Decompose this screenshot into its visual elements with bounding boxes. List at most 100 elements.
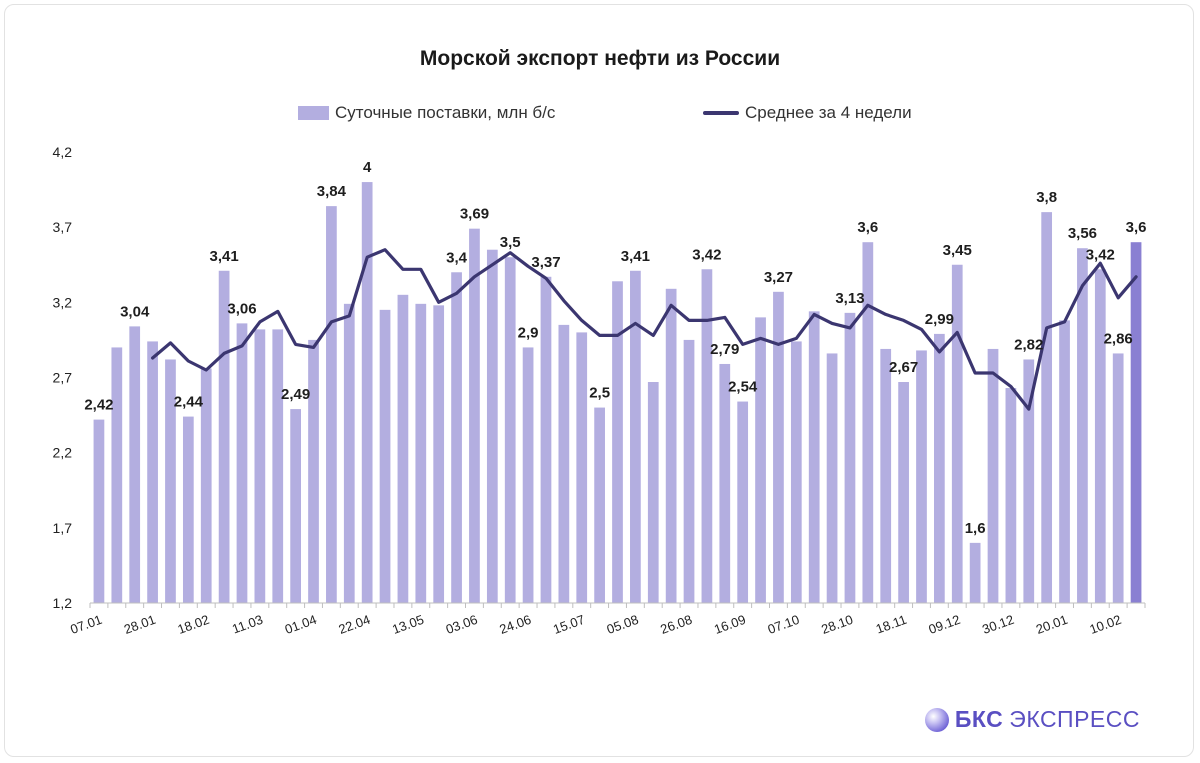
bar (630, 270, 641, 603)
bar (379, 309, 391, 603)
bar (236, 323, 248, 603)
bar (969, 542, 981, 603)
x-tick-label: 03.06 (444, 612, 480, 637)
x-tick-label: 18.02 (176, 612, 212, 637)
x-tick-label: 07.01 (68, 612, 104, 637)
x-tick-label: 15.07 (551, 612, 587, 637)
data-label: 4 (363, 159, 372, 176)
bar (200, 368, 212, 603)
x-tick-label: 22.04 (336, 612, 372, 637)
x-tick-label: 13.05 (390, 612, 426, 637)
data-label: 2,54 (728, 379, 758, 396)
data-label: 2,44 (174, 394, 204, 411)
bar (433, 305, 445, 603)
data-label: 2,82 (1014, 336, 1043, 353)
y-tick-label: 3,7 (53, 219, 73, 235)
data-label: 3,27 (764, 269, 793, 286)
legend-label-bars: Суточные поставки, млн б/с (335, 103, 556, 122)
x-tick-label: 24.06 (497, 612, 533, 637)
data-label: 3,41 (210, 248, 239, 265)
bar (111, 347, 123, 603)
bar (397, 294, 409, 603)
bar (272, 329, 284, 603)
brand-strong-text: БКС (954, 706, 1004, 732)
bar (361, 182, 373, 604)
bar (1130, 242, 1142, 603)
bar (1077, 248, 1088, 604)
data-label: 3,42 (692, 246, 721, 263)
data-label: 2,5 (589, 385, 610, 402)
data-label: 3,45 (943, 242, 972, 259)
y-tick-label: 1,7 (53, 520, 73, 536)
y-tick-label: 4,2 (53, 144, 73, 160)
x-tick-label: 28.01 (122, 612, 158, 637)
bar (182, 416, 194, 603)
bar (755, 317, 766, 603)
data-label: 3,6 (857, 219, 878, 236)
data-label: 3,13 (835, 290, 864, 307)
data-label: 2,9 (518, 324, 539, 341)
bar (540, 276, 552, 603)
x-tick-label: 05.08 (605, 612, 641, 637)
bar (290, 409, 301, 603)
bar (93, 419, 105, 603)
bar (665, 288, 677, 603)
brand-logo: БКС ЭКСПРЕСС (924, 706, 1140, 733)
bar (951, 264, 963, 603)
data-label: 3,4 (446, 249, 468, 266)
bar (1041, 212, 1053, 603)
bar (808, 311, 820, 603)
bar (719, 363, 731, 603)
x-tick-label: 01.04 (283, 612, 319, 637)
bar (683, 339, 695, 603)
data-label: 3,06 (227, 300, 256, 317)
bar (844, 312, 856, 603)
data-label: 2,86 (1104, 330, 1133, 347)
bar (129, 326, 141, 603)
chart-title: Морской экспорт нефти из России (419, 47, 781, 70)
bar (862, 242, 874, 603)
average-line (151, 248, 1138, 411)
bar (254, 329, 266, 603)
bar (826, 353, 838, 603)
bar (898, 382, 909, 603)
bar (987, 348, 999, 603)
bar (522, 347, 534, 603)
legend-line-swatch (703, 111, 739, 115)
brand-sphere-icon (924, 707, 949, 732)
data-label: 3,8 (1036, 189, 1057, 206)
bar (326, 206, 337, 603)
data-label: 3,37 (531, 254, 560, 271)
x-tick-label: 10.02 (1087, 612, 1123, 637)
x-tick-label: 20.01 (1034, 612, 1070, 637)
bar (415, 303, 427, 603)
x-tick-label: 07.10 (766, 612, 802, 637)
bar (486, 249, 498, 603)
bar (934, 333, 945, 603)
data-label: 3,5 (500, 234, 521, 251)
x-tick-label: 26.08 (658, 612, 694, 637)
x-tick-label: 28.10 (819, 612, 855, 637)
legend-bar-swatch (298, 106, 329, 120)
data-label: 2,99 (925, 311, 954, 328)
data-label: 2,79 (710, 341, 739, 358)
bar (451, 272, 462, 603)
x-tick-label: 11.03 (230, 612, 265, 637)
x-tick-label: 16.09 (712, 612, 748, 637)
bar (308, 339, 319, 603)
bar (469, 228, 480, 604)
y-tick-label: 2,2 (53, 445, 73, 461)
bar (576, 332, 588, 603)
data-label: 3,69 (460, 206, 489, 223)
bar (218, 270, 230, 603)
bar (701, 269, 713, 603)
bar (147, 341, 158, 603)
bar (1023, 359, 1035, 603)
x-tick-label: 09.12 (927, 612, 963, 637)
bar (647, 382, 659, 603)
legend-label-line: Среднее за 4 недели (745, 103, 912, 122)
data-label: 3,41 (621, 248, 650, 265)
bar (737, 401, 749, 603)
bar (1059, 320, 1070, 603)
data-label: 3,42 (1086, 246, 1115, 263)
